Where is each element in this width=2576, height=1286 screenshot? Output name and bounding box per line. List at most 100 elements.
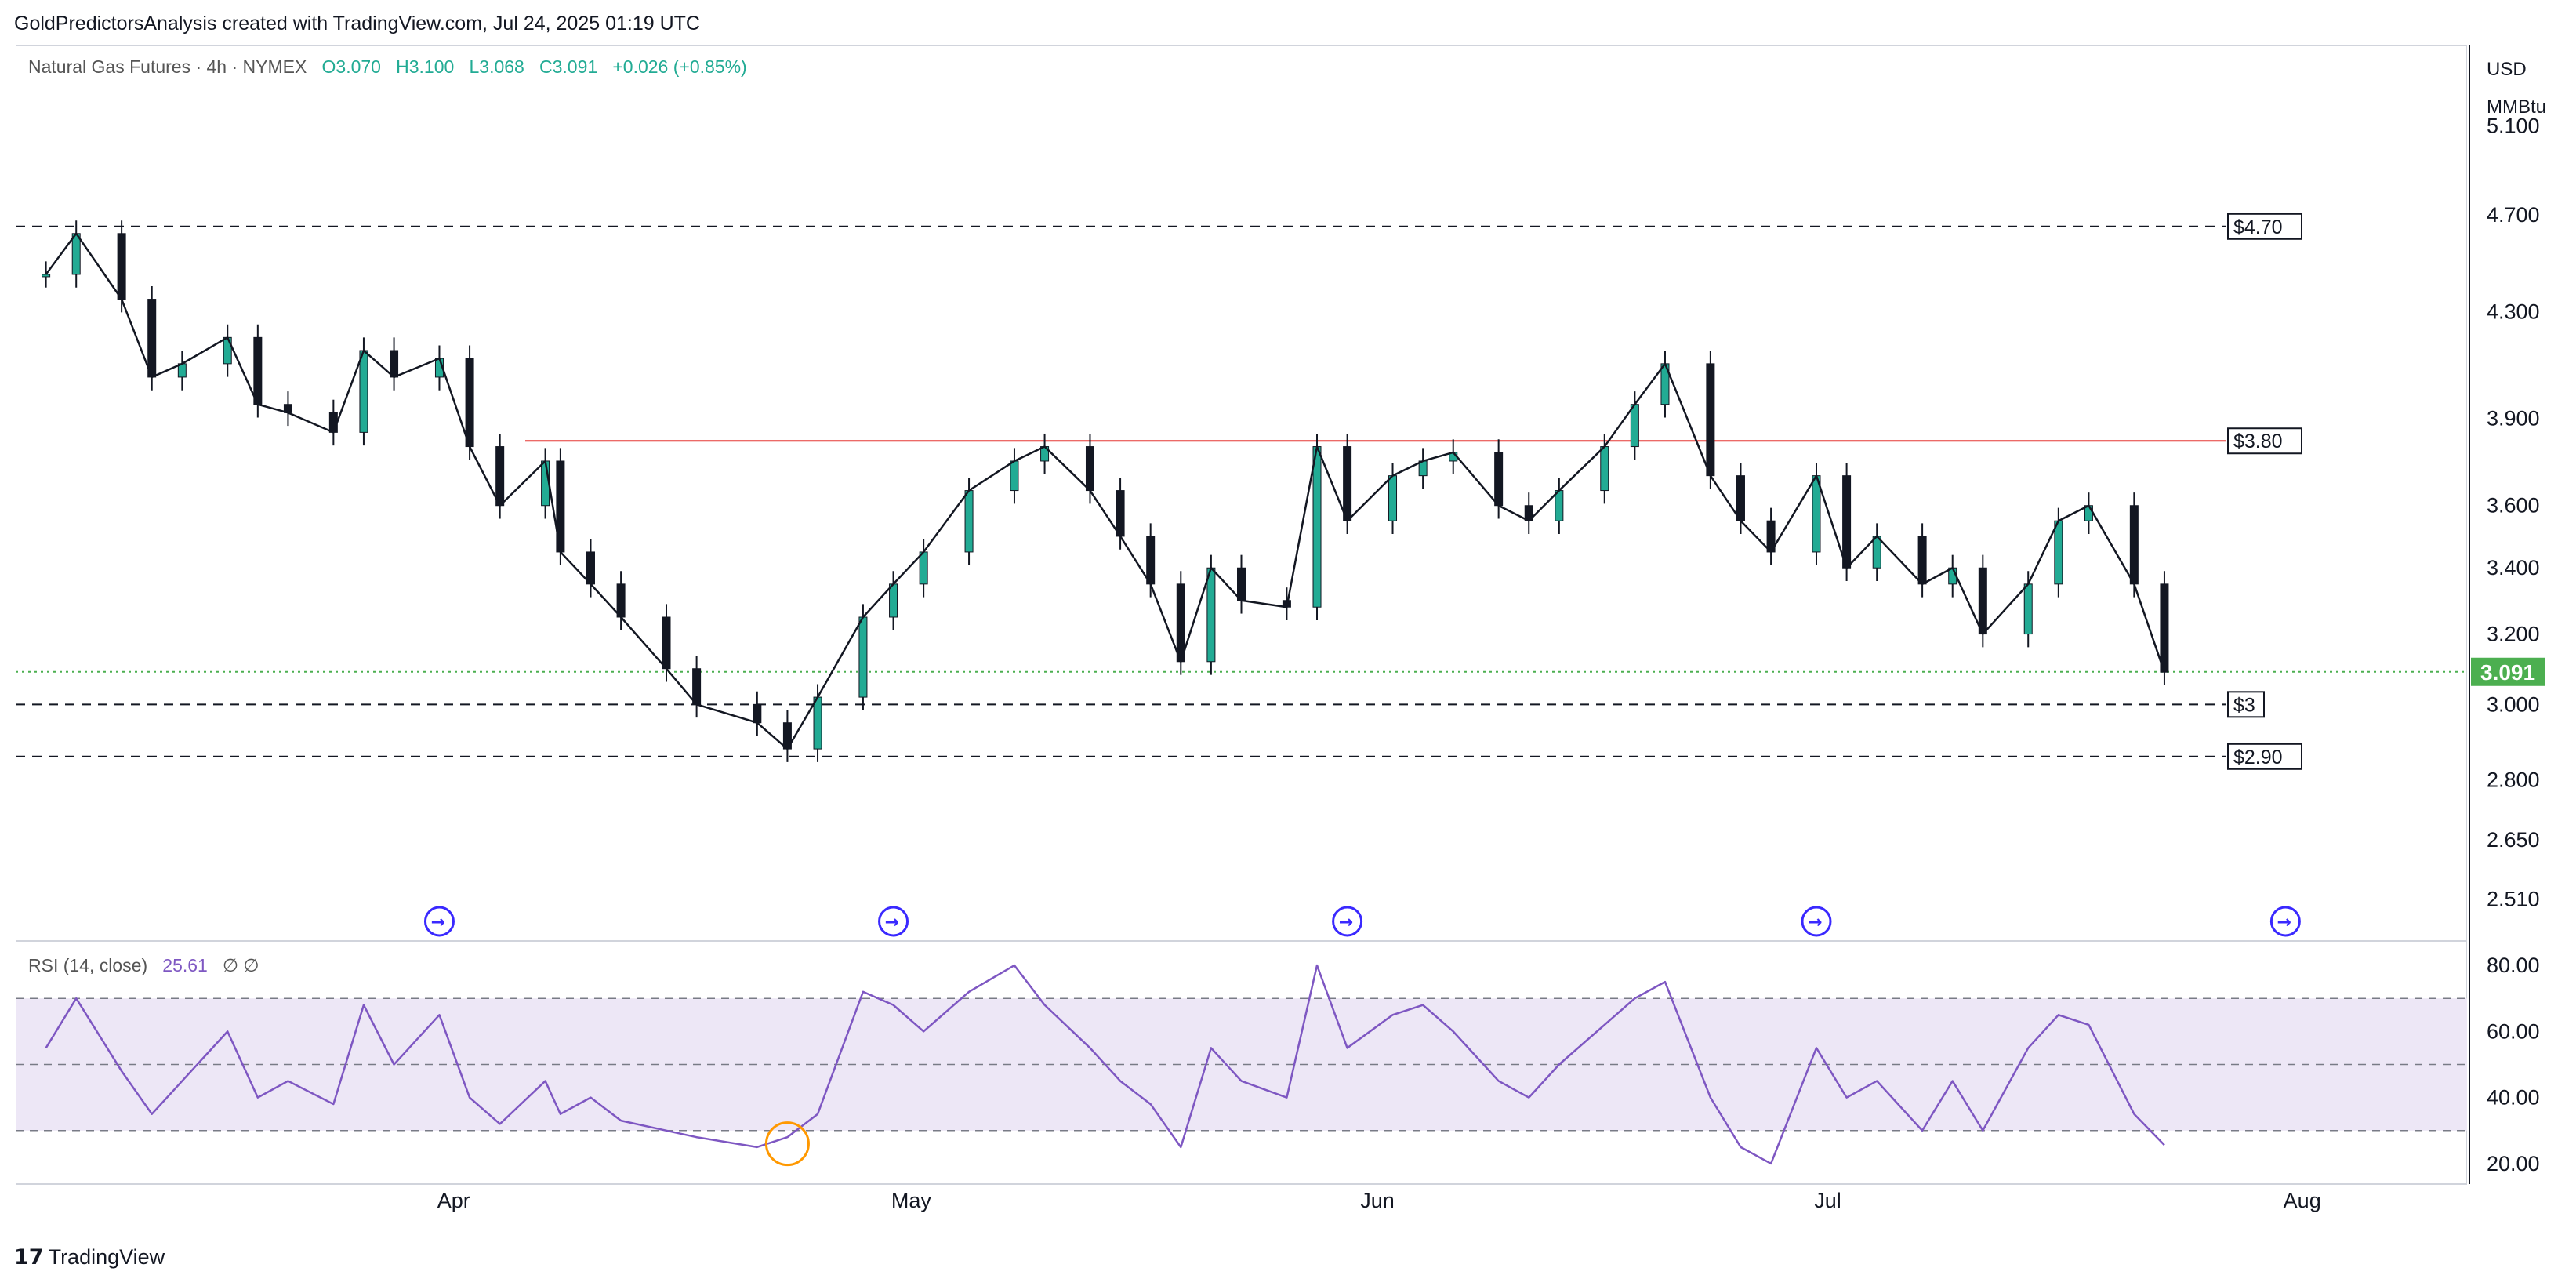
candle-body [1494,452,1504,507]
candle-body [1706,363,1715,477]
candle-body [692,668,702,705]
candle-body [2054,520,2063,585]
time-tick-label: May [891,1189,932,1212]
event-marker-icon [2269,906,2301,937]
chart-attribution: GoldPredictorsAnalysis created with Trad… [14,13,700,35]
symbol-legend[interactable]: Natural Gas Futures · 4h · NYMEX O3.070 … [28,56,747,78]
candle-body [42,274,51,278]
candle-body [253,336,263,405]
legend-open: O3.070 [321,56,381,77]
time-tick-label: Aug [2284,1189,2321,1212]
candle-body [1388,475,1398,521]
event-marker-glyph: → [885,913,899,932]
header-bar: GoldPredictorsAnalysis created with Trad… [0,0,2576,45]
price-level-label: $4.70 [2233,216,2283,238]
event-marker-glyph: → [1808,913,1822,932]
candle-body [1085,446,1094,492]
candle-body [1343,446,1352,521]
candle-body [2129,505,2139,585]
candle-body [1872,536,1881,569]
legend-high: H3.100 [396,56,455,77]
event-marker-icon [423,906,455,937]
tradingview-brand: TradingView [48,1245,165,1269]
rsi-legend-name: RSI (14, close) [28,955,148,975]
price-level-label: $3 [2233,694,2255,716]
candle-body [1555,490,1564,521]
candle-body [616,583,626,618]
candle-body [2023,583,2033,635]
price-level-box [2227,213,2302,240]
event-marker-icon [1332,906,1363,937]
candle-body [1237,567,1246,601]
candle-body [858,616,868,698]
price-tick-label: 4.300 [2487,300,2540,324]
event-marker-icon [878,906,909,937]
time-tick-label: Jul [1814,1189,1841,1212]
candle-body [1630,404,1639,448]
candle-body [919,551,928,585]
candle-body [813,696,822,750]
price-tick-label: 2.650 [2487,828,2540,852]
candle-body [465,358,474,448]
time-tick-label: Jun [1360,1189,1395,1212]
price-level-box [2227,427,2302,455]
rsi-highlight-circle [764,1121,810,1167]
time-tick-label: Apr [437,1189,470,1212]
price-level-box [2227,743,2302,770]
price-series-line [45,232,2166,750]
rsi-tick-label: 80.00 [2487,954,2540,977]
price-tick-label: 2.510 [2487,887,2540,910]
candle-body [753,703,762,724]
event-marker-glyph: → [1339,913,1353,932]
legend-close: C3.091 [539,56,598,77]
candle-body [1116,490,1125,537]
price-level-label: $2.90 [2233,747,2283,768]
candle-body [1842,475,1852,569]
candle-body [889,583,898,618]
rsi-tick-label: 20.00 [2487,1152,2540,1175]
price-tick-label: 4.700 [2487,203,2540,227]
price-tick-label: 3.400 [2487,556,2540,579]
candle-body [662,616,671,670]
price-tick-label: 3.900 [2487,406,2540,430]
candle-body [964,490,974,553]
candle-body [1312,446,1322,608]
rsi-legend-extra: ∅ ∅ [223,955,259,975]
candle-body [2160,583,2169,673]
price-axis-currency: USD [2487,59,2527,80]
event-marker-glyph: → [430,913,444,932]
rsi-tick-label: 40.00 [2487,1086,2540,1110]
price-axis-unit: MMBtu [2487,96,2546,118]
price-tick-label: 3.600 [2487,494,2540,518]
tradingview-logo-icon: 𝟭𝟳 [14,1245,44,1269]
price-tick-label: 3.000 [2487,692,2540,716]
candle-body [495,446,505,507]
candle-body [586,551,595,585]
candle-body [117,233,126,300]
candle-body [71,233,81,275]
legend-instrument: Natural Gas Futures · 4h · NYMEX [28,56,307,77]
tradingview-logo[interactable]: 𝟭𝟳 TradingView [14,1245,165,1270]
candle-body [1978,567,1987,635]
price-tick-label: 2.800 [2487,768,2540,791]
event-marker-icon [1801,906,1832,937]
rsi-legend[interactable]: RSI (14, close) 25.61 ∅ ∅ [28,955,259,976]
rsi-legend-value: 25.61 [162,955,208,975]
candle-body [390,350,399,378]
price-tick-label: 3.200 [2487,623,2540,646]
candle-body [1146,536,1156,585]
current-price-value: 3.091 [2480,660,2535,685]
candle-body [1600,446,1609,492]
price-level-label: $3.80 [2233,430,2283,452]
price-level-box [2227,691,2265,718]
candle-body [1010,460,1019,492]
candle-body [359,350,368,433]
candle-body [1917,536,1927,585]
current-price-tag [2471,657,2545,686]
price-tick-label: 5.100 [2487,114,2540,137]
event-marker-glyph: → [2277,913,2291,932]
rsi-band [16,998,2467,1131]
rsi-tick-label: 60.00 [2487,1019,2540,1043]
rsi-series-line [45,964,2165,1165]
